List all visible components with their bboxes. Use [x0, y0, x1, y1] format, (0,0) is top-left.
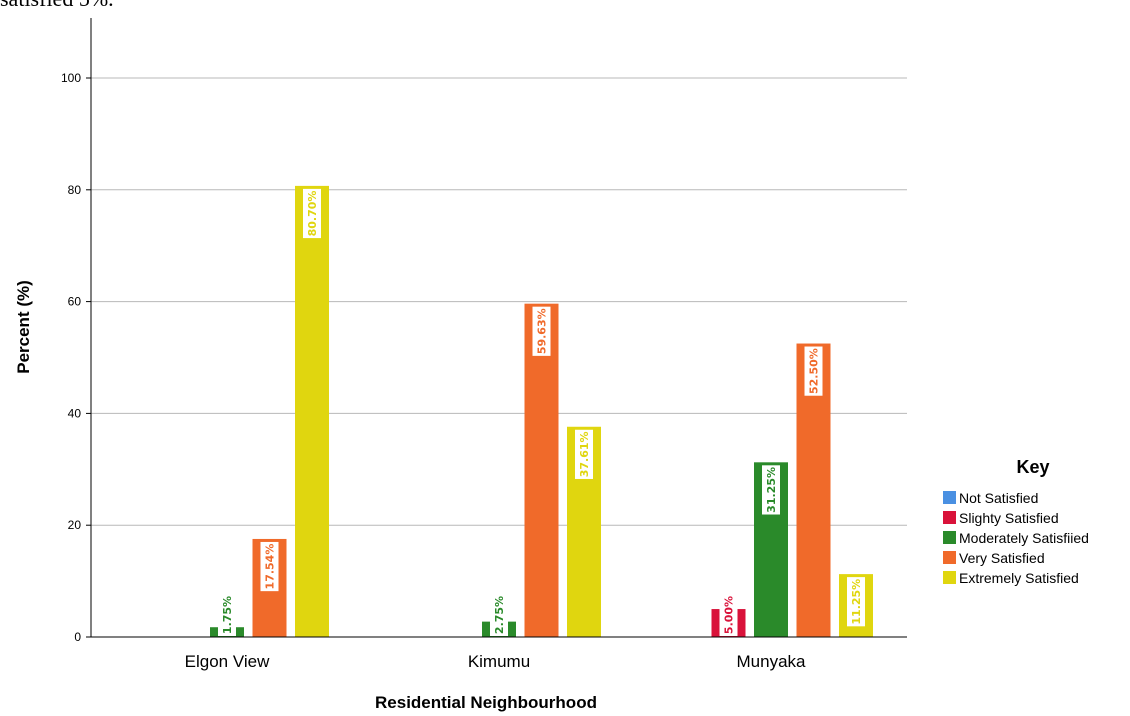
- bar: [295, 185, 329, 637]
- y-tick-label: 100: [61, 71, 81, 85]
- bars: [210, 185, 873, 637]
- legend-swatch: [943, 511, 956, 524]
- legend: Key Not Satisfied Slighty Satisfied Modera…: [943, 457, 1089, 586]
- data-label-box: [303, 188, 321, 239]
- data-label-box: [260, 541, 279, 592]
- legend-swatch: [943, 551, 956, 564]
- x-tick-label: Munyaka: [737, 652, 807, 671]
- data-label: 31.25%: [765, 467, 778, 513]
- gridlines: [91, 77, 907, 526]
- data-label: 59.63%: [536, 308, 549, 354]
- data-label: 17.54%: [264, 544, 277, 590]
- legend-swatch: [943, 491, 956, 504]
- y-tick-labels: 0 20 40 60 80 100: [61, 71, 91, 644]
- bar: [524, 303, 559, 637]
- data-label-box: [575, 429, 593, 479]
- data-label-box: [847, 577, 865, 627]
- data-label: 5.00%: [723, 596, 736, 634]
- legend-label: Extremely Satisfied: [959, 570, 1079, 586]
- data-label-box: [218, 594, 236, 636]
- data-label-box: [762, 465, 780, 515]
- y-tick-label: 40: [68, 406, 82, 420]
- y-tick-label: 20: [68, 518, 82, 532]
- legend-swatch: [943, 531, 956, 544]
- legend-label: Not Satisfied: [959, 490, 1038, 506]
- data-label-box: [719, 594, 738, 636]
- legend-title: Key: [1016, 457, 1049, 477]
- data-label: 80.70%: [306, 191, 319, 237]
- data-label-box: [490, 594, 508, 636]
- legend-label: Moderately Satisfiied: [959, 530, 1089, 546]
- caption-fragment: satisfied 5%.: [0, 0, 400, 12]
- data-label: 1.75%: [221, 596, 234, 634]
- data-label-box: [804, 346, 823, 396]
- legend-swatch: [943, 571, 956, 584]
- data-label: 37.61%: [578, 431, 591, 477]
- y-tick-label: 60: [68, 295, 82, 309]
- x-tick-label: Elgon View: [185, 652, 270, 671]
- data-label: 2.75%: [493, 596, 506, 634]
- data-label: 52.50%: [808, 348, 821, 394]
- data-label-box: [532, 306, 551, 356]
- legend-label: Very Satisfied: [959, 550, 1045, 566]
- x-tick-label: Kimumu: [468, 652, 530, 671]
- data-labels: 1.75% 17.54% 80.70% 2.75% 59.63% 37.61% 5.00% 3…: [218, 188, 865, 636]
- y-axis-title: Percent (%): [14, 280, 33, 374]
- x-axis-title: Residential Neighbourhood: [375, 693, 597, 712]
- legend-label: Slighty Satisfied: [959, 510, 1059, 526]
- y-tick-label: 0: [74, 630, 81, 644]
- data-label: 11.25%: [850, 579, 863, 625]
- y-tick-label: 80: [68, 183, 82, 197]
- x-tick-labels: Elgon View Kimumu Munyaka: [185, 652, 806, 671]
